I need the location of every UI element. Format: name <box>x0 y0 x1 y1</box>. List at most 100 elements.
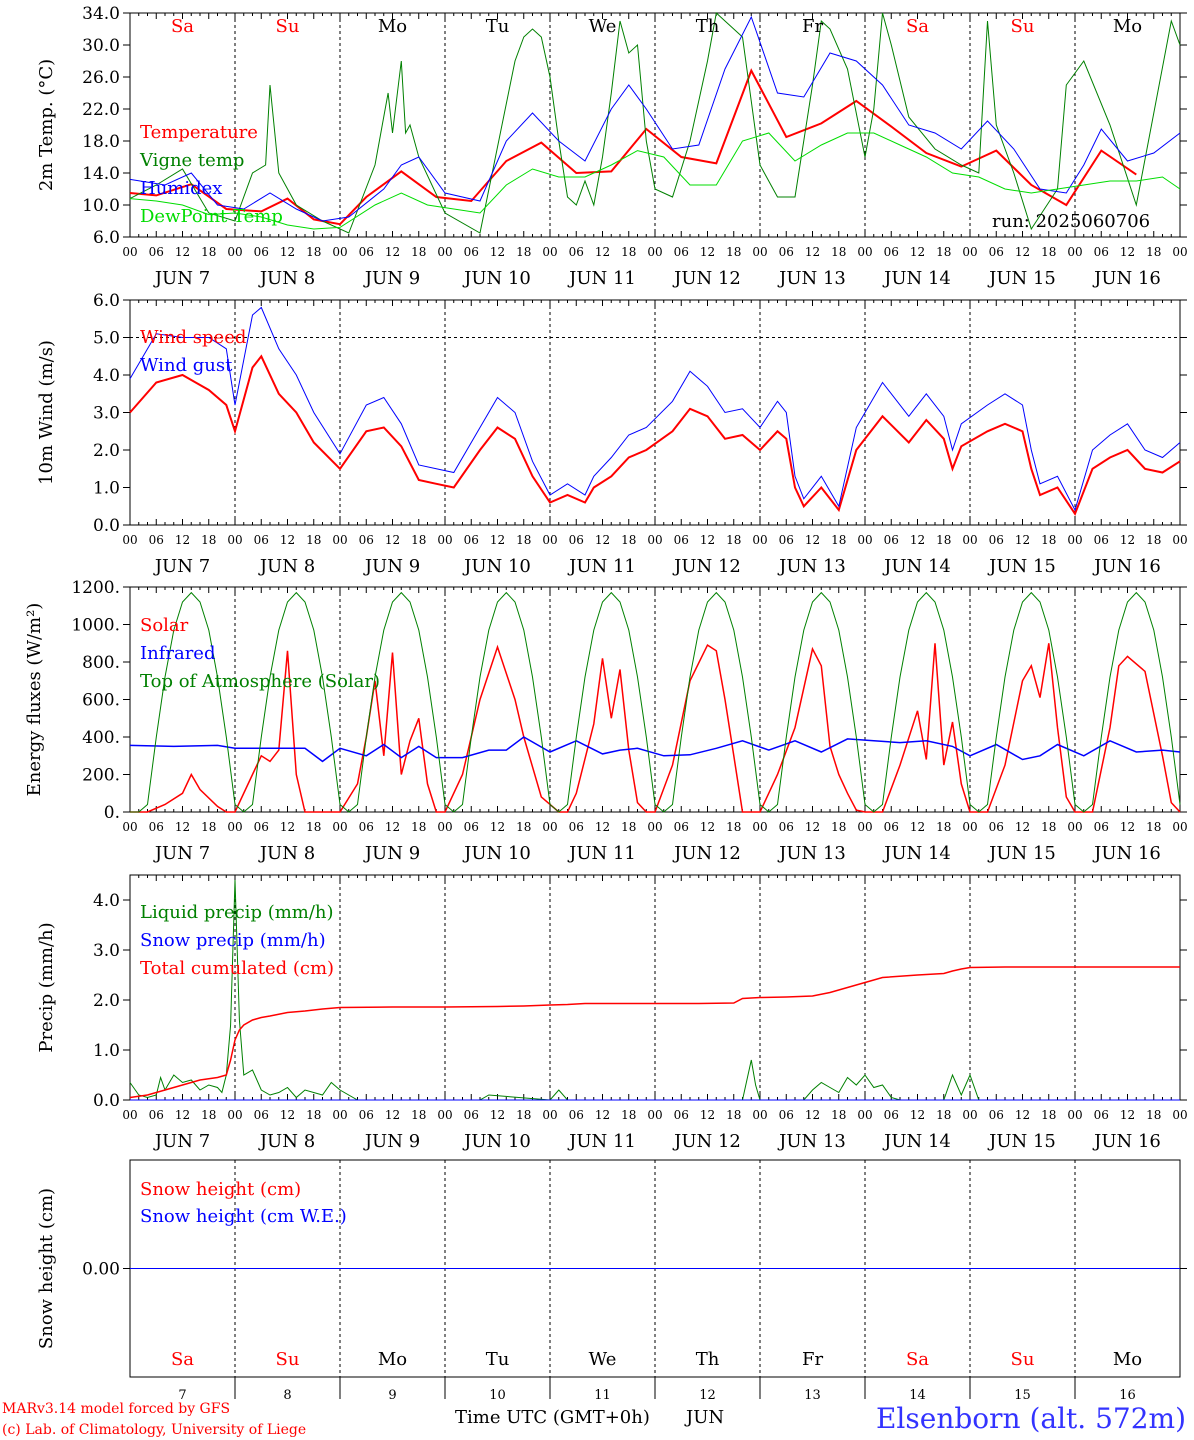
hour-label: 06 <box>674 1108 689 1122</box>
legend-entry: Vigne temp <box>139 150 244 171</box>
hour-label: 00 <box>857 533 872 547</box>
date-label: JUN 15 <box>987 268 1056 289</box>
day-of-week-label: Tu <box>486 16 510 37</box>
hour-label: 12 <box>385 533 400 547</box>
day-of-week-label: Su <box>276 1349 300 1370</box>
date-label: JUN 11 <box>567 843 636 864</box>
legend-entry: DewPoint Temp <box>140 206 283 227</box>
day-of-week-label: Mo <box>1113 16 1142 37</box>
hour-label: 00 <box>857 820 872 834</box>
y-tick-label: 0. <box>104 803 120 823</box>
y-tick-label: 1.0 <box>93 479 120 499</box>
hour-label: 06 <box>359 1108 374 1122</box>
date-label: JUN 15 <box>987 1131 1056 1152</box>
day-of-week-label: Sa <box>906 16 929 37</box>
hour-label: 12 <box>700 245 715 259</box>
series-line <box>129 736 1181 763</box>
hour-label: 18 <box>936 1108 951 1122</box>
date-label: JUN 12 <box>672 556 741 577</box>
series-line <box>129 966 1180 1099</box>
hour-label: 00 <box>122 1108 137 1122</box>
hour-label: 00 <box>542 245 557 259</box>
hour-label: 18 <box>516 820 531 834</box>
date-label: JUN 12 <box>672 1131 741 1152</box>
y-tick-label: 200. <box>82 766 120 786</box>
date-label: JUN 16 <box>1092 1131 1161 1152</box>
hour-label: 12 <box>385 1108 400 1122</box>
hour-label: 12 <box>490 820 505 834</box>
date-label: JUN 13 <box>777 843 846 864</box>
hour-label: 18 <box>1146 245 1161 259</box>
hour-label: 00 <box>437 820 452 834</box>
hour-label: 06 <box>989 1108 1004 1122</box>
y-tick-label: 4.0 <box>93 366 120 386</box>
day-number-label: 9 <box>388 1388 396 1403</box>
hour-label: 18 <box>201 245 216 259</box>
y-tick-label: 0.0 <box>93 1091 120 1111</box>
hour-label: 12 <box>385 820 400 834</box>
hour-label: 18 <box>621 245 636 259</box>
hour-label: 18 <box>831 245 846 259</box>
day-number-label: 7 <box>178 1388 186 1403</box>
date-label: JUN 10 <box>462 843 531 864</box>
hour-label: 12 <box>700 820 715 834</box>
hour-label: 18 <box>831 820 846 834</box>
day-of-week-label: Fr <box>802 1349 823 1370</box>
date-label: JUN 10 <box>462 556 531 577</box>
legend-entry: Solar <box>140 615 189 636</box>
date-label: JUN 8 <box>258 1131 315 1152</box>
y-axis-label: Energy fluxes (W/m²) <box>24 603 45 797</box>
day-of-week-label: We <box>589 16 617 37</box>
y-tick-label: 30.0 <box>82 36 120 56</box>
hour-label: 00 <box>752 533 767 547</box>
hour-label: 12 <box>280 1108 295 1122</box>
hour-label: 00 <box>332 820 347 834</box>
day-of-week-label: Su <box>1011 16 1035 37</box>
panel-4: 00 06 12 18 00 06 12 18 00 06 12 18 00 06 12 18 00 06 12 18… <box>36 874 1188 1152</box>
legend-entry: Infrared <box>140 643 215 664</box>
hour-label: 00 <box>857 1108 872 1122</box>
hour-label: 06 <box>1094 533 1109 547</box>
hour-label: 06 <box>779 1108 794 1122</box>
hour-label: 18 <box>411 820 426 834</box>
hour-label: 18 <box>726 820 741 834</box>
hour-label: 06 <box>149 1108 164 1122</box>
date-label: JUN 14 <box>882 268 951 289</box>
hour-label: 00 <box>1067 820 1082 834</box>
y-axis-label: Snow height (cm) <box>36 1188 57 1349</box>
y-tick-label: 3.0 <box>93 404 120 424</box>
hour-label: 00 <box>1172 1108 1187 1122</box>
hour-label: 18 <box>726 533 741 547</box>
day-of-week-label: Sa <box>906 1349 929 1370</box>
hour-label: 18 <box>936 533 951 547</box>
hour-label: 06 <box>674 245 689 259</box>
hour-label: 18 <box>621 1108 636 1122</box>
hour-label: 12 <box>1015 245 1030 259</box>
hour-label: 18 <box>936 245 951 259</box>
hour-label: 06 <box>884 1108 899 1122</box>
hour-label: 12 <box>490 1108 505 1122</box>
date-label: JUN 12 <box>672 843 741 864</box>
hour-label: 00 <box>647 245 662 259</box>
y-tick-label: 800. <box>82 653 120 673</box>
date-label: JUN 13 <box>777 1131 846 1152</box>
hour-label: 00 <box>1067 245 1082 259</box>
y-tick-label: 2.0 <box>93 991 120 1011</box>
hour-label: 12 <box>175 533 190 547</box>
day-number-label: 10 <box>489 1388 506 1403</box>
date-label: JUN 10 <box>462 1131 531 1152</box>
legend-entry: Humidex <box>140 178 222 199</box>
date-label: JUN 16 <box>1092 843 1161 864</box>
date-label: JUN 8 <box>258 556 315 577</box>
hour-label: 18 <box>516 245 531 259</box>
x-axis-month: JUN <box>684 1407 724 1428</box>
x-axis-title: Time UTC (GMT+0h) <box>455 1407 650 1428</box>
date-label: JUN 8 <box>258 268 315 289</box>
hour-label: 06 <box>254 245 269 259</box>
hour-label: 18 <box>1041 1108 1056 1122</box>
legend-entry: Wind gust <box>140 355 233 376</box>
day-number-label: 11 <box>594 1388 611 1403</box>
hour-label: 18 <box>306 533 321 547</box>
date-label: JUN 9 <box>363 556 420 577</box>
